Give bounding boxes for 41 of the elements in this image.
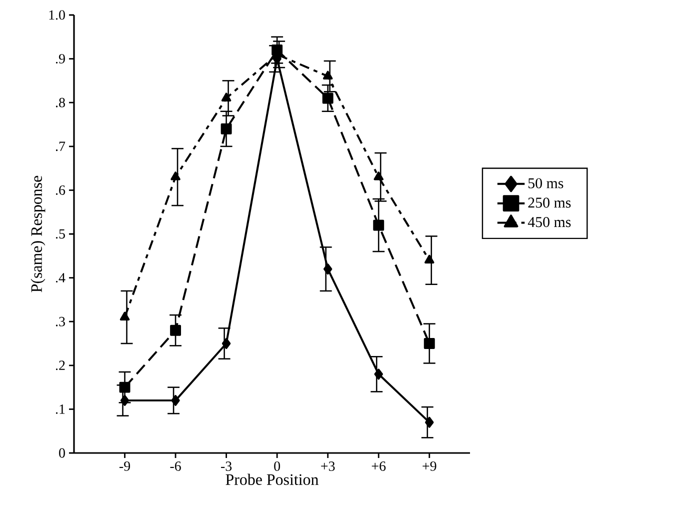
y-tick-label: 1.0 <box>49 10 65 20</box>
y-tick-label: .5 <box>56 229 65 239</box>
y-tick-label: .9 <box>56 54 65 64</box>
point <box>323 264 332 275</box>
y-tick-label: .6 <box>56 185 66 195</box>
point <box>119 382 130 393</box>
point <box>170 172 180 180</box>
x-tick-label: -6 <box>170 462 181 471</box>
point <box>171 394 180 406</box>
x-axis-title: Probe Position <box>226 474 318 485</box>
x-tick-label: +3 <box>321 462 335 471</box>
y-tick-label: .2 <box>56 360 65 370</box>
legend-label: 250 ms <box>528 198 571 208</box>
point <box>120 312 130 320</box>
point <box>221 92 232 102</box>
legend-label: 50 ms <box>528 178 564 188</box>
point <box>322 70 333 80</box>
point <box>424 338 435 349</box>
x-tick-label: -3 <box>221 462 232 471</box>
point <box>424 254 434 264</box>
y-tick-label: .7 <box>56 142 66 152</box>
point <box>374 368 383 380</box>
y-tick-label: .1 <box>56 404 65 414</box>
x-tick-label: -9 <box>119 462 130 471</box>
y-tick-label: .4 <box>56 273 66 282</box>
point <box>373 220 384 231</box>
point <box>222 338 231 349</box>
point <box>220 123 232 134</box>
x-tick-label: +9 <box>422 462 436 471</box>
x-tick-label: 0 <box>274 461 280 471</box>
y-tick-label: .8 <box>56 98 65 108</box>
point <box>322 92 334 104</box>
y-tick-label: .3 <box>56 316 65 326</box>
y-tick-label: 0 <box>59 448 65 458</box>
point <box>374 172 384 180</box>
x-tick-label: +6 <box>372 462 386 471</box>
legend-label: 450 ms <box>528 217 571 228</box>
point <box>170 324 182 336</box>
y-axis-title: P(same) Response <box>30 176 46 292</box>
point <box>425 416 434 428</box>
point <box>120 394 130 406</box>
